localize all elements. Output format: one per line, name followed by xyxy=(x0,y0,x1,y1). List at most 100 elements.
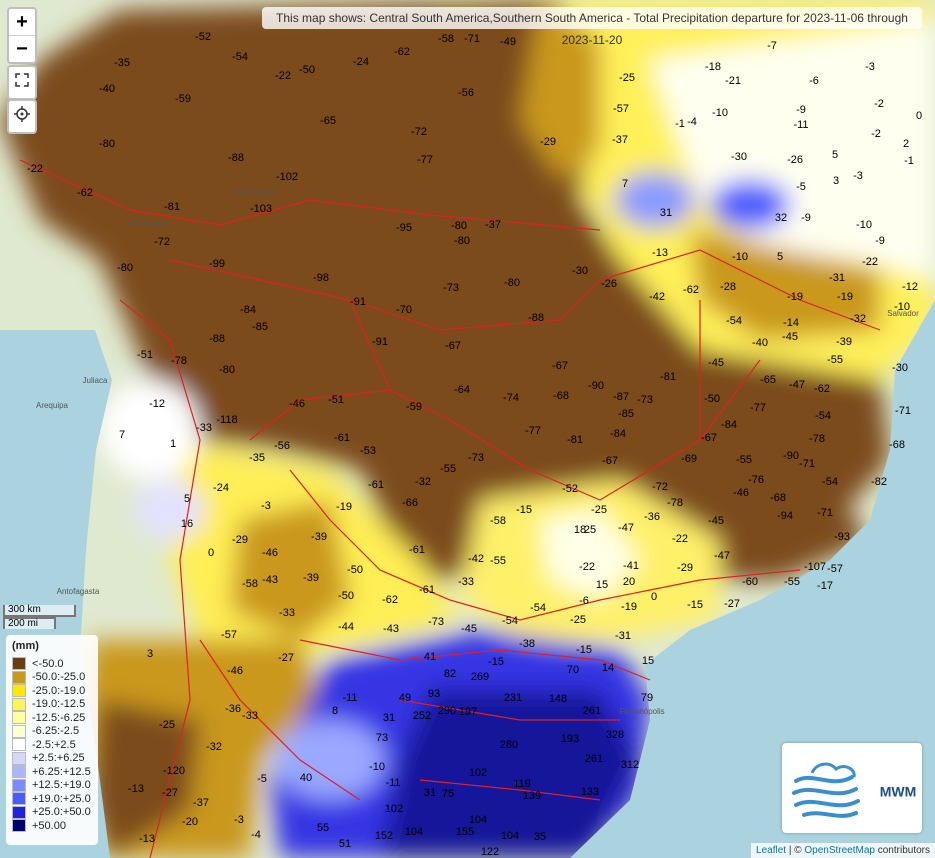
precip-value: -24 xyxy=(353,56,369,68)
legend-label: <-50.0 xyxy=(32,657,64,670)
precip-value: -61 xyxy=(368,479,384,491)
precip-value: -80 xyxy=(504,277,520,289)
precip-value: 5 xyxy=(184,493,190,505)
precip-value: -77 xyxy=(750,402,766,414)
precip-value: -31 xyxy=(829,272,845,284)
precip-value: 25 xyxy=(584,524,596,536)
legend-item: +50.00 xyxy=(12,819,66,832)
precip-value: -90 xyxy=(783,450,799,462)
precip-value: -62 xyxy=(77,187,93,199)
precip-value: -4 xyxy=(687,116,697,128)
precip-value: -50 xyxy=(338,590,354,602)
precip-value: 0 xyxy=(651,591,657,603)
legend-swatch xyxy=(12,765,26,778)
leaflet-link[interactable]: Leaflet xyxy=(756,845,787,856)
precip-value: -99 xyxy=(209,258,225,270)
legend-label: +25.0:+50.0 xyxy=(32,806,91,818)
precip-value: -61 xyxy=(334,432,350,444)
precip-value: -76 xyxy=(748,474,764,486)
legend-swatch xyxy=(12,711,26,724)
legend-label: +2.5:+6.25 xyxy=(32,752,85,764)
precip-value: 70 xyxy=(567,664,579,676)
legend: (mm) <-50.0 -50.0:-25.0 -25.0:-19.0 -19.0:-… xyxy=(6,635,98,845)
precip-value: -32 xyxy=(415,476,431,488)
precip-value: 35 xyxy=(534,831,546,843)
precip-value: -39 xyxy=(836,336,852,348)
precip-value: -80 xyxy=(219,364,235,376)
precip-value: -58 xyxy=(242,578,258,590)
precip-value: -51 xyxy=(137,349,153,361)
precip-value: 8 xyxy=(332,705,338,717)
precip-value: -2 xyxy=(871,128,881,140)
legend-swatch xyxy=(12,751,26,765)
precip-value: 252 xyxy=(413,710,431,722)
legend-item: -12.5:-6.25 xyxy=(12,711,85,724)
precip-value: 55 xyxy=(317,822,329,834)
precip-value: -56 xyxy=(458,87,474,99)
precip-value: -54 xyxy=(815,410,831,422)
precip-value: -68 xyxy=(553,390,569,402)
precip-value: 328 xyxy=(606,729,624,741)
zoom-out[interactable]: − xyxy=(16,38,28,60)
precip-value: -93 xyxy=(834,531,850,543)
precip-value: 0 xyxy=(916,110,922,122)
precip-value: -120 xyxy=(163,765,185,777)
legend-item: +2.5:+6.25 xyxy=(12,751,85,765)
precip-value: -39 xyxy=(303,572,319,584)
precip-value: -78 xyxy=(667,497,683,509)
precip-value: 290 xyxy=(438,705,456,717)
place-label: Arequipa xyxy=(36,401,69,410)
precip-value: -22 xyxy=(579,561,595,573)
precip-value: 152 xyxy=(375,830,393,842)
precip-value: -32 xyxy=(206,741,222,753)
precip-value: -10 xyxy=(894,301,910,313)
precip-value: -72 xyxy=(652,481,668,493)
precip-value: 102 xyxy=(385,803,403,815)
precip-value: -65 xyxy=(760,374,776,386)
precip-value: 51 xyxy=(339,838,351,850)
precip-value: -12 xyxy=(902,281,918,293)
precip-value: 261 xyxy=(583,705,601,717)
precip-value: -36 xyxy=(225,703,241,715)
precip-value: -5 xyxy=(796,181,806,193)
precip-value: -68 xyxy=(889,439,905,451)
precip-value: -81 xyxy=(567,434,583,446)
precip-value: -25 xyxy=(591,504,607,516)
legend-label: -6.25:-2.5 xyxy=(32,725,80,737)
zoom-in[interactable]: + xyxy=(9,9,35,36)
precip-value: -88 xyxy=(228,152,244,164)
precip-value: -58 xyxy=(490,515,506,527)
legend-swatch xyxy=(12,819,26,832)
precip-value: -42 xyxy=(468,553,484,565)
precip-value: -46 xyxy=(733,487,749,499)
legend-swatch xyxy=(12,778,26,792)
precip-value: -45 xyxy=(708,515,724,527)
zoom-control: + − xyxy=(7,7,37,64)
precip-value: -90 xyxy=(588,380,604,392)
precip-value: -98 xyxy=(313,272,329,284)
locate-button[interactable] xyxy=(7,99,37,134)
precip-value: -82 xyxy=(871,476,887,488)
precip-value: -11 xyxy=(342,692,357,704)
scale-metric: 300 km xyxy=(3,605,76,617)
precip-value: -17 xyxy=(817,580,833,592)
precip-value: -7 xyxy=(767,40,777,52)
legend-swatch xyxy=(12,670,26,684)
precip-value: -67 xyxy=(552,360,568,372)
precip-value: -15 xyxy=(488,656,504,668)
precip-value: 312 xyxy=(621,759,639,771)
precip-value: -27 xyxy=(162,787,178,799)
legend-label: +50.00 xyxy=(32,819,66,832)
precip-value: -19 xyxy=(787,291,803,303)
fullscreen-button[interactable] xyxy=(7,65,37,100)
precip-value: 261 xyxy=(585,753,603,765)
legend-label: -50.0:-25.0 xyxy=(32,671,86,683)
precip-value: -33 xyxy=(196,422,212,434)
precip-value: 14 xyxy=(602,662,614,674)
legend-label: +19.0:+25.0 xyxy=(32,792,91,805)
legend-item: <-50.0 xyxy=(12,657,64,670)
precip-value: 82 xyxy=(444,668,456,680)
precip-value: -11 xyxy=(385,777,400,789)
osm-link[interactable]: OpenStreetMap xyxy=(804,845,875,856)
